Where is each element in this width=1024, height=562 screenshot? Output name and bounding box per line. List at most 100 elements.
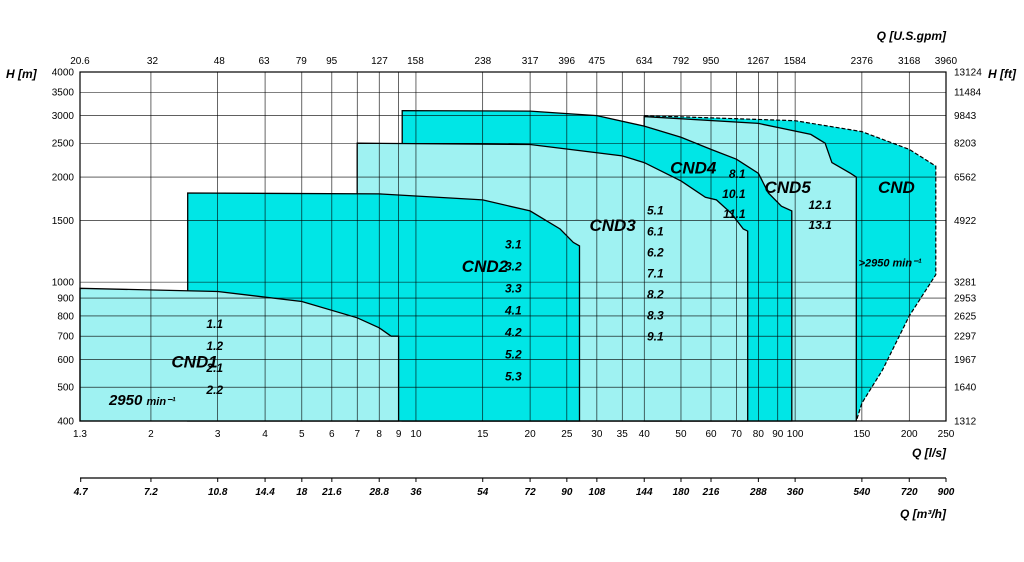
m3h-tick-label: 28.8 <box>368 487 389 498</box>
x-axis-title: Q [l/s] <box>912 446 947 460</box>
m3h-tick-label: 90 <box>561 487 573 498</box>
m3h-tick-label: 54 <box>477 487 489 498</box>
x-tick-label: 80 <box>753 429 765 440</box>
x-top-tick-label: 127 <box>371 56 388 67</box>
x-tick-label: 5 <box>299 429 305 440</box>
variant-label: 7.1 <box>647 267 664 281</box>
variant-label: 8.2 <box>647 288 664 302</box>
series-labels: CND11.11.22.12.2CND23.13.23.34.14.25.25.… <box>108 158 922 409</box>
m3h-tick-label: 18 <box>296 487 308 498</box>
y-right-tick-label: 1967 <box>954 355 977 366</box>
y-tick-label: 2500 <box>52 139 75 150</box>
variant-label: 5.1 <box>647 204 664 218</box>
speed-value: 2950 <box>108 392 147 409</box>
y-right-tick-label: 3281 <box>954 278 977 289</box>
series-name-cnd2: CND2 <box>462 257 509 276</box>
variant-label: 3.1 <box>505 237 522 251</box>
y-tick-label: 2000 <box>52 173 75 184</box>
m3h-tick-label: 900 <box>938 487 955 498</box>
m3h-tick-label: 360 <box>787 487 804 498</box>
x-tick-label: 4 <box>262 429 268 440</box>
x-top-tick-label: 238 <box>475 56 492 67</box>
x-tick-label: 2 <box>148 429 154 440</box>
plot-frame <box>79 71 947 422</box>
x-top-axis-title: Q [U.S.gpm] <box>877 29 947 43</box>
x-tick-label: 60 <box>705 429 717 440</box>
x-tick-label: 8 <box>376 429 382 440</box>
m3h-tick-label: 144 <box>636 487 653 498</box>
tick-labels: 1.3 2 3 4 5 6 7 8 9 10 15 20 25 30 35 40 50 60 70 80 90 100 15… <box>6 29 1017 521</box>
x-tick-label: 30 <box>591 429 603 440</box>
variant-label: 3.3 <box>505 281 522 295</box>
x-top-tick-label: 2376 <box>851 56 874 67</box>
m3h-tick-label: 10.8 <box>208 487 228 498</box>
y-right-tick-label: 2297 <box>954 332 977 343</box>
m3h-tick-label: 180 <box>673 487 690 498</box>
m3h-tick-label: 7.2 <box>144 487 158 498</box>
x-tick-label: 3 <box>215 429 221 440</box>
y-right-tick-label: 8203 <box>954 139 977 150</box>
x-top-tick-label: 317 <box>522 56 539 67</box>
x-top-tick-label: 79 <box>296 56 308 67</box>
series-name-cnd4: CND4 <box>670 158 717 177</box>
x-top-tick-label: 3960 <box>935 56 958 67</box>
y-tick-label: 1500 <box>52 216 75 227</box>
m3h-tick-label: 720 <box>901 487 918 498</box>
x-tick-label: 70 <box>731 429 743 440</box>
x-tick-label: 250 <box>938 429 955 440</box>
m3h-tick-label: 216 <box>702 487 720 498</box>
y-right-tick-label: 1312 <box>954 417 977 428</box>
y-tick-label: 800 <box>57 311 74 322</box>
x-top-tick-label: 63 <box>258 56 270 67</box>
x-tick-label: 35 <box>617 429 629 440</box>
x-tick-label: 25 <box>561 429 573 440</box>
variant-label: 6.1 <box>647 225 664 239</box>
x-tick-label: 10 <box>410 429 422 440</box>
x-top-tick-label: 95 <box>326 56 338 67</box>
variant-label: 4.2 <box>504 325 522 339</box>
x-tick-label: 50 <box>675 429 687 440</box>
y-tick-label: 600 <box>57 355 74 366</box>
m3h-tick-label: 36 <box>410 487 422 498</box>
x-tick-label: 200 <box>901 429 918 440</box>
y-right-tick-label: 6562 <box>954 173 977 184</box>
variant-label: 11.1 <box>723 207 746 221</box>
x-tick-label: 90 <box>772 429 784 440</box>
variant-label: 6.2 <box>647 246 664 260</box>
x-tick-label: 7 <box>354 429 360 440</box>
x-top-tick-label: 20.6 <box>70 56 90 67</box>
x-top-tick-label: 48 <box>214 56 226 67</box>
y-right-tick-label: 4922 <box>954 216 977 227</box>
y-tick-label: 900 <box>57 294 74 305</box>
variant-label: 2.2 <box>205 383 223 397</box>
y-right-tick-label: 2953 <box>954 294 977 305</box>
y-tick-label: 3000 <box>52 111 75 122</box>
series-name-cnd3: CND3 <box>589 216 636 235</box>
y-tick-label: 3500 <box>52 88 75 99</box>
x-top-tick-label: 475 <box>588 56 605 67</box>
x-top-tick-label: 1267 <box>747 56 770 67</box>
m3h-tick-label: 108 <box>589 487 606 498</box>
series-name-cnd1: CND1 <box>171 352 217 371</box>
plot-border <box>79 71 947 422</box>
m3h-axis-title: Q [m³/h] <box>900 507 947 521</box>
x-top-tick-label: 158 <box>407 56 424 67</box>
variant-label: 3.2 <box>505 259 522 273</box>
variant-label: 2.1 <box>205 361 223 375</box>
y-right-tick-label: 1640 <box>954 383 977 394</box>
y-right-tick-label: 9843 <box>954 111 977 122</box>
x-tick-label: 9 <box>396 429 402 440</box>
variant-label: 13.1 <box>809 218 833 232</box>
series-areas <box>79 109 937 422</box>
variant-label: 8.3 <box>647 309 664 323</box>
m3h-tick-label: 288 <box>749 487 767 498</box>
variant-label: 4.1 <box>504 303 522 317</box>
x-top-tick-label: 634 <box>636 56 653 67</box>
x-tick-label: 150 <box>854 429 871 440</box>
y-right-tick-label: 13124 <box>954 67 982 78</box>
m3h-tick-label: 540 <box>854 487 871 498</box>
speed-label: 2950 min⁻¹ <box>108 392 176 409</box>
x-top-tick-label: 1584 <box>784 56 807 67</box>
x-top-tick-label: 792 <box>673 56 690 67</box>
